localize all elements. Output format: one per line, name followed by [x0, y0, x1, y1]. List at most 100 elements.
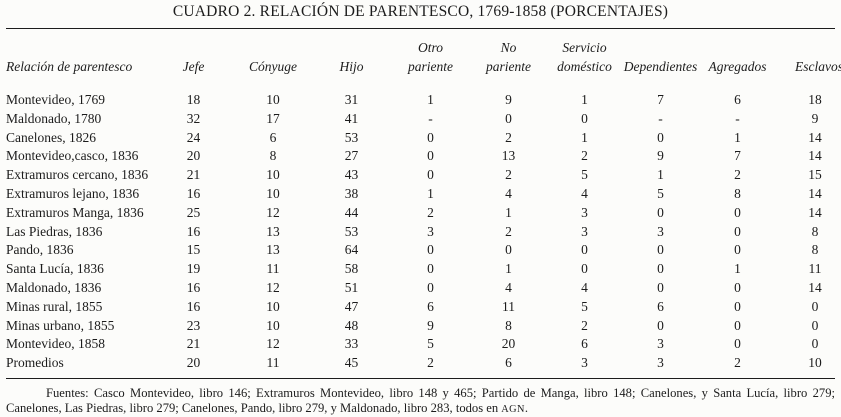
value-cell: 6	[269, 129, 277, 145]
value-cell: 5	[581, 167, 588, 183]
value-cell: 32	[186, 110, 201, 126]
value-cell: 8	[269, 148, 277, 164]
value-cell: 0	[657, 317, 664, 333]
table-row: Pando, 1836 15 13 64 0 0 0 0 0 8	[6, 241, 835, 260]
footnote-period: .	[524, 400, 528, 415]
value-cell: 0	[657, 279, 664, 295]
value-cell: -	[735, 110, 740, 126]
value-cell: 14	[808, 204, 822, 220]
value-cell: 14	[808, 129, 822, 145]
value-cell: 0	[734, 223, 741, 239]
value-cell: 4	[505, 185, 512, 201]
value-cell: 3	[657, 336, 664, 352]
column-header-relacion: Relación de parentesco	[6, 59, 133, 74]
value-cell: 16	[186, 298, 201, 314]
value-cell: 24	[186, 129, 201, 145]
row-label: Santa Lucía, 1836	[6, 261, 104, 277]
value-cell: 2	[427, 355, 434, 371]
row-label: Minas urbano, 1855	[6, 317, 115, 333]
value-cell: 0	[811, 336, 819, 352]
column-header-conyuge: Cónyuge	[249, 59, 297, 74]
value-cell: 18	[186, 92, 201, 107]
value-cell: 6	[427, 298, 434, 314]
table-row: Minas rural, 1855 16 10 47 6 11 5 6 0 0	[6, 298, 835, 317]
value-cell: 14	[808, 148, 822, 164]
column-header-jefe: Jefe	[182, 59, 205, 74]
table-row: Minas urbano, 1855 23 10 48 9 8 2 0 0 0	[6, 317, 835, 336]
header-line: doméstico	[557, 59, 612, 74]
value-cell: 0	[811, 317, 819, 333]
value-cell: 0	[734, 242, 741, 258]
value-cell: 8	[734, 185, 741, 201]
value-cell: 47	[344, 298, 359, 314]
row-label: Pando, 1836	[6, 242, 74, 258]
table-row: Las Piedras, 1836 16 13 53 3 2 3 3 0 8	[6, 223, 835, 242]
value-cell: 9	[505, 92, 512, 107]
value-cell: 0	[581, 242, 588, 258]
value-cell: 11	[808, 261, 822, 277]
value-cell: 2	[734, 355, 741, 371]
value-cell: -	[658, 110, 663, 126]
value-cell: 3	[581, 204, 588, 220]
sources-footnote: Fuentes: Casco Montevideo, libro 146; Ex…	[6, 386, 835, 417]
value-cell: 13	[266, 223, 280, 239]
value-cell: 11	[502, 298, 515, 314]
value-cell: 0	[427, 167, 434, 183]
value-cell: 20	[186, 355, 201, 371]
row-label: Extramuros cercano, 1836	[6, 167, 149, 183]
value-cell: 0	[657, 242, 664, 258]
value-cell: 16	[186, 185, 201, 201]
value-cell: 0	[581, 261, 588, 277]
value-cell: 21	[186, 167, 201, 183]
value-cell: 9	[811, 110, 819, 126]
header-line: pariente	[486, 59, 531, 74]
value-cell: 10	[266, 185, 280, 201]
row-label: Canelones, 1826	[6, 129, 96, 145]
value-cell: 5	[657, 185, 664, 201]
value-cell: 0	[505, 110, 512, 126]
value-cell: 13	[266, 242, 280, 258]
value-cell: -	[428, 110, 433, 126]
value-cell: 8	[811, 242, 819, 258]
value-cell: 18	[808, 92, 822, 107]
value-cell: 21	[186, 336, 201, 352]
table-header: Relación de parentesco Jefe Cónyuge Hijo…	[6, 29, 841, 92]
column-header-otro-pariente: Otro pariente	[391, 29, 470, 92]
value-cell: 6	[734, 92, 741, 107]
row-label: Montevideo, 1858	[6, 336, 105, 352]
value-cell: 1	[427, 185, 434, 201]
table-row: Montevideo, 1769 18 10 31 1 9 1 7 6 18	[6, 91, 835, 110]
value-cell: 15	[808, 167, 822, 183]
row-label: Promedios	[6, 355, 64, 371]
value-cell: 10	[266, 317, 280, 333]
value-cell: 6	[581, 336, 588, 352]
value-cell: 4	[581, 279, 588, 295]
table-row: Extramuros cercano, 1836 21 10 43 0 2 5 1 2 15	[6, 166, 835, 185]
value-cell: 8	[811, 223, 819, 239]
value-cell: 58	[344, 261, 359, 277]
table-row: Extramuros lejano, 1836 16 10 38 1 4 4 5 8 14	[6, 185, 835, 204]
row-label: Montevideo, 1769	[6, 92, 105, 107]
column-header-hijo: Hijo	[339, 59, 364, 74]
value-cell: 15	[186, 242, 201, 258]
value-cell: 0	[734, 317, 741, 333]
value-cell: 3	[581, 355, 588, 371]
value-cell: 31	[344, 92, 359, 107]
column-header-servicio-domestico: Servicio doméstico	[547, 29, 622, 92]
row-label: Minas rural, 1855	[6, 298, 103, 314]
value-cell: 2	[505, 223, 512, 239]
row-label: Maldonado, 1836	[6, 279, 102, 295]
header-line: Otro	[417, 40, 443, 55]
value-cell: 2	[427, 204, 434, 220]
value-cell: 1	[734, 261, 741, 277]
value-cell: 2	[505, 129, 512, 145]
value-cell: 45	[344, 355, 359, 371]
value-cell: 0	[427, 129, 434, 145]
column-header-no-pariente: No pariente	[470, 29, 547, 92]
value-cell: 0	[581, 110, 588, 126]
table-row: Canelones, 1826 24 6 53 0 2 1 0 1 14	[6, 129, 835, 148]
value-cell: 3	[427, 223, 434, 239]
value-cell: 0	[657, 204, 664, 220]
value-cell: 10	[266, 298, 280, 314]
value-cell: 53	[344, 129, 359, 145]
